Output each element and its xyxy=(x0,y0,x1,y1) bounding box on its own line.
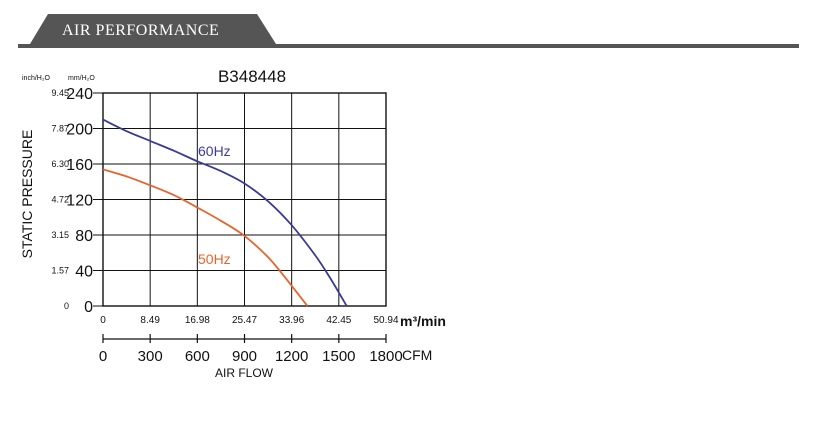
y-tick-mm-label: 80 xyxy=(75,228,93,245)
series-line-60Hz xyxy=(102,118,348,307)
section-banner: AIR PERFORMANCE xyxy=(0,0,817,56)
y-axis-title: STATIC PRESSURE xyxy=(19,130,35,259)
chart-grid xyxy=(102,92,387,307)
y-tick-inch-label: 9.45 xyxy=(51,88,69,98)
chart-labels: B348448 inch/H₂O mm/H₂O STATIC PRESSURE … xyxy=(19,67,446,380)
x-tick-m3-label: 8.49 xyxy=(140,315,160,326)
x-axis-title: AIR FLOW xyxy=(215,366,274,380)
y-tick-mm-label: 0 xyxy=(84,299,93,316)
y-unit-inch-label: inch/H₂O xyxy=(22,75,51,82)
x-tick-cfm-label: 600 xyxy=(185,348,210,365)
x-unit-cfm-label: CFM xyxy=(402,347,432,363)
section-title: AIR PERFORMANCE xyxy=(62,22,220,39)
y-tick-mm-label: 240 xyxy=(66,86,93,103)
series-label-50Hz: 50Hz xyxy=(198,251,231,267)
x-tick-m3-label: 33.96 xyxy=(279,315,304,326)
y-tick-inch-label: 3.15 xyxy=(51,230,69,240)
y-tick-inch-label: 0 xyxy=(64,301,69,311)
chart-title: B348448 xyxy=(218,67,286,86)
y-tick-mm-label: 160 xyxy=(66,157,93,174)
x-tick-cfm-label: 1500 xyxy=(322,348,355,365)
x-unit-m3-label: m³/min xyxy=(400,313,446,329)
x-tick-cfm-label: 1800 xyxy=(369,348,402,365)
chart-axes xyxy=(93,92,387,343)
y-tick-inch-label: 4.72 xyxy=(51,195,69,205)
y-tick-mm-label: 120 xyxy=(66,193,93,210)
x-tick-m3-label: 16.98 xyxy=(185,315,210,326)
y-tick-inch-label: 6.30 xyxy=(51,159,69,169)
banner-shape xyxy=(18,14,799,48)
x-tick-m3-label: 0 xyxy=(100,315,106,326)
x-tick-cfm-label: 900 xyxy=(232,348,257,365)
series-label-60Hz: 60Hz xyxy=(198,143,231,159)
x-tick-m3-label: 42.45 xyxy=(326,315,351,326)
y-unit-mm-label: mm/H₂O xyxy=(68,75,95,82)
x-tick-m3-label: 50.94 xyxy=(373,315,398,326)
chart-series xyxy=(102,118,348,307)
x-tick-cfm-label: 1200 xyxy=(275,348,308,365)
x-tick-cfm-label: 300 xyxy=(138,348,163,365)
y-tick-inch-label: 7.87 xyxy=(51,124,69,134)
y-tick-mm-label: 200 xyxy=(66,122,93,139)
series-line-50Hz xyxy=(102,168,309,307)
y-tick-mm-label: 40 xyxy=(75,264,93,281)
y-tick-inch-label: 1.57 xyxy=(51,266,69,276)
x-tick-cfm-label: 0 xyxy=(99,348,107,365)
x-tick-m3-label: 25.47 xyxy=(232,315,257,326)
